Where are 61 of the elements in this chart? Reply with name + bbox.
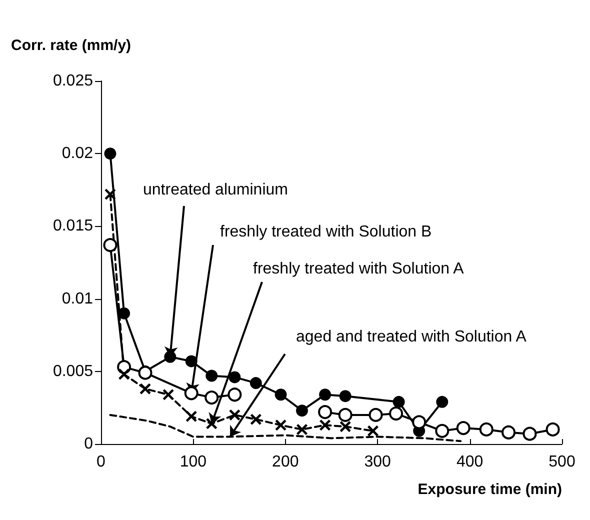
- annotation: aged and treated with Solution A: [296, 328, 527, 346]
- y-tick-label: 0.025: [52, 72, 94, 90]
- point: [185, 355, 198, 368]
- point: [479, 422, 494, 436]
- point: [186, 410, 197, 422]
- y-tick-label: 0.01: [62, 290, 94, 308]
- point: [339, 390, 352, 402]
- x-tick-label: 100: [180, 454, 207, 470]
- point: [392, 396, 405, 408]
- point: [435, 424, 450, 438]
- point: [228, 388, 242, 402]
- point: [275, 420, 286, 431]
- point: [104, 188, 116, 200]
- point: [389, 406, 404, 421]
- point: [229, 409, 240, 420]
- point: [522, 426, 537, 441]
- point: [412, 415, 426, 430]
- x-tick-label: 500: [548, 454, 576, 470]
- point: [338, 408, 352, 422]
- point: [320, 420, 331, 431]
- point: [274, 388, 287, 401]
- point: [318, 405, 332, 420]
- point: [140, 383, 151, 394]
- point: [164, 350, 176, 363]
- point: [184, 386, 198, 400]
- point: [204, 390, 219, 405]
- point: [367, 425, 378, 436]
- point: [456, 421, 470, 436]
- x-tick-label: 0: [96, 454, 106, 470]
- point: [118, 307, 130, 320]
- y-axis-title: Corr. rate (mm/y): [11, 37, 132, 54]
- point: [228, 371, 241, 384]
- point: [546, 422, 560, 436]
- y-tick-label: 0.005: [52, 362, 94, 380]
- point: [250, 377, 262, 390]
- point: [206, 370, 218, 382]
- point: [296, 424, 308, 435]
- point: [340, 421, 351, 432]
- point: [104, 148, 116, 160]
- point: [103, 238, 118, 252]
- y-tick-label: 0.02: [62, 145, 94, 162]
- x-tick-label: 400: [456, 454, 484, 470]
- annotation: freshly treated with Solution A: [253, 260, 464, 278]
- x-tick-label: 300: [364, 454, 392, 470]
- point: [368, 408, 383, 422]
- point: [436, 396, 448, 408]
- point: [319, 388, 332, 401]
- annotation: untreated aluminium: [143, 182, 288, 198]
- x-axis-title: Exposure time (min): [418, 481, 562, 498]
- point: [138, 366, 152, 380]
- point: [502, 425, 516, 440]
- point: [206, 418, 218, 430]
- y-tick-label: 0.015: [52, 218, 94, 235]
- point: [162, 389, 174, 400]
- x-tick-label: 200: [272, 454, 299, 470]
- point: [296, 404, 308, 417]
- line-series: [109, 414, 462, 442]
- point: [118, 368, 130, 380]
- annotation: freshly treated with Solution B: [220, 224, 432, 240]
- y-tick-label: 0: [84, 436, 94, 452]
- point: [250, 414, 262, 425]
